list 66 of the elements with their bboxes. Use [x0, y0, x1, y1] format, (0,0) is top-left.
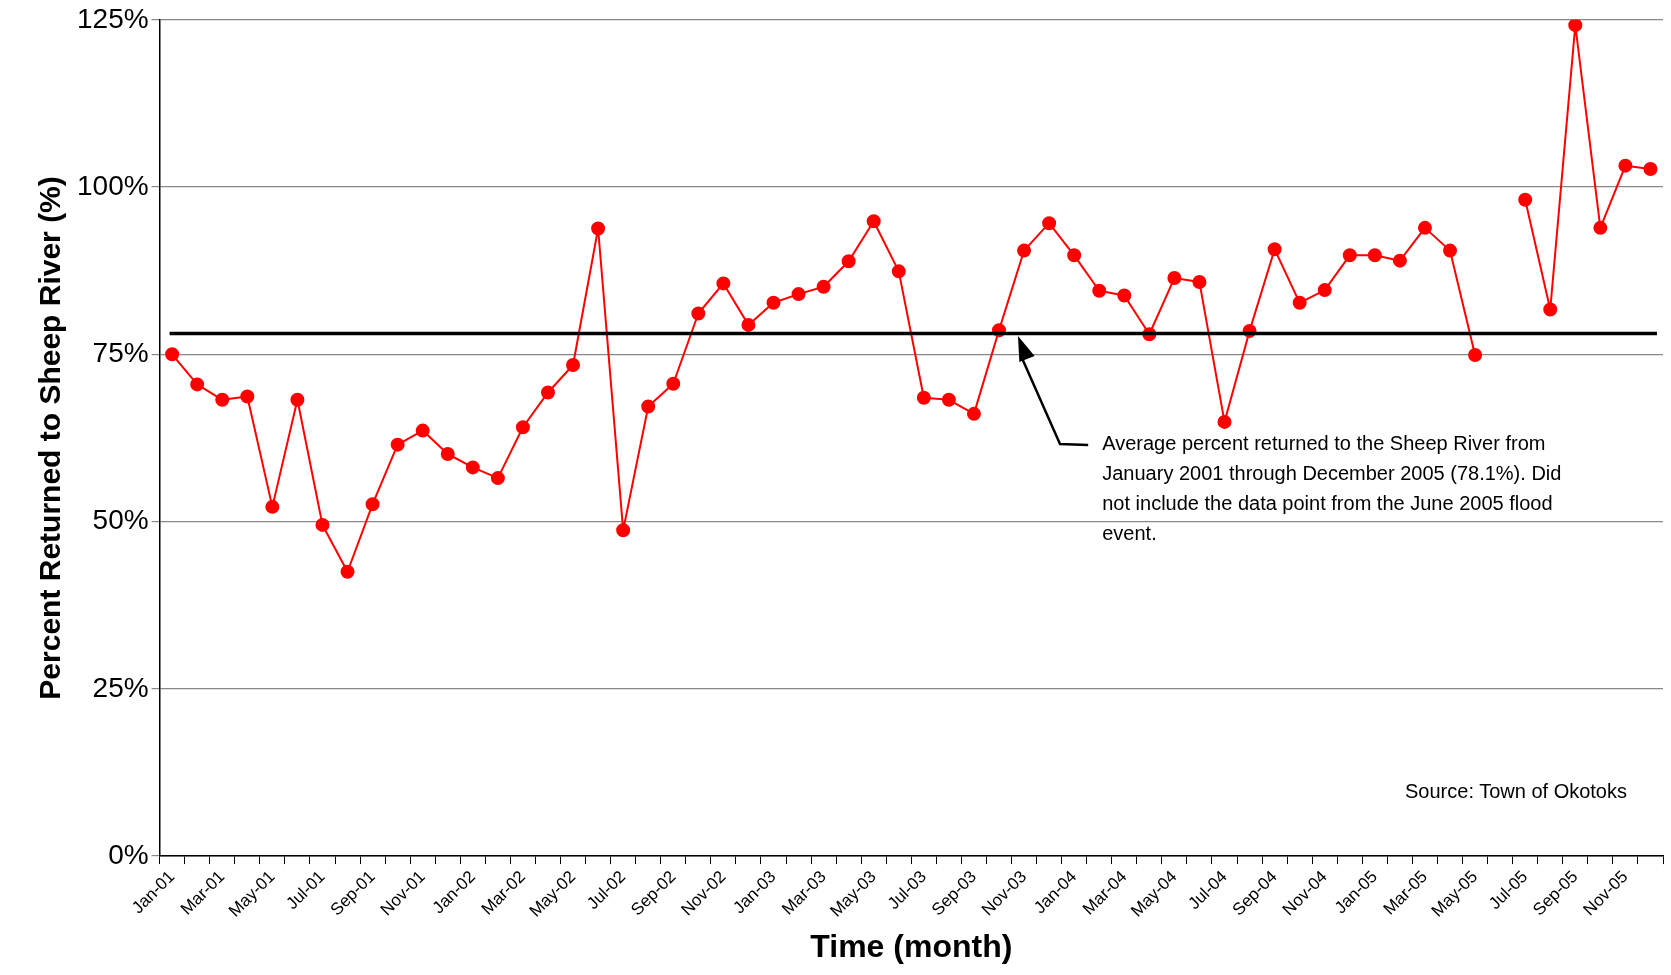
- point: [591, 221, 606, 236]
- y-tick-label: 0%: [108, 838, 149, 870]
- point: [1117, 288, 1132, 303]
- point: [1392, 253, 1407, 268]
- point: [1568, 19, 1583, 33]
- point: [691, 306, 706, 321]
- point: [1092, 283, 1107, 298]
- point: [190, 377, 205, 392]
- point: [616, 523, 631, 538]
- point: [1468, 347, 1483, 362]
- y-tick-label: 100%: [76, 169, 149, 201]
- point: [716, 276, 731, 291]
- annotation: Average percent returned to the Sheep River from January 2001 through December 2005 (78.1%). Did not include the data point from the June 2005 flood event.: [1102, 432, 1562, 545]
- y-tick-label: 75%: [92, 337, 149, 369]
- point: [1317, 283, 1332, 298]
- point: [465, 460, 480, 475]
- point: [1543, 302, 1558, 317]
- point: [1417, 220, 1432, 235]
- point: [566, 358, 581, 373]
- point: [1618, 158, 1633, 173]
- point: [265, 499, 280, 514]
- point: [1443, 243, 1458, 258]
- point: [1067, 248, 1082, 263]
- point: [1593, 220, 1608, 235]
- point: [816, 279, 831, 294]
- point: [666, 376, 681, 391]
- y-axis-title: Percent Returned to Sheep River (%): [33, 176, 67, 700]
- point: [490, 471, 505, 486]
- point: [540, 385, 555, 400]
- point: [641, 399, 656, 414]
- point: [766, 295, 781, 310]
- point: [415, 423, 430, 438]
- point: [515, 420, 530, 435]
- point: [966, 406, 981, 421]
- point: [1192, 275, 1207, 290]
- point: [440, 447, 455, 461]
- point: [315, 517, 330, 532]
- point: [891, 264, 906, 279]
- point: [1167, 271, 1182, 286]
- point: [390, 437, 405, 452]
- point: [1267, 242, 1282, 257]
- point: [741, 317, 756, 332]
- point: [165, 347, 180, 362]
- point: [365, 497, 380, 512]
- point: [791, 287, 806, 302]
- point: [1292, 295, 1307, 310]
- point: [215, 392, 230, 407]
- point: [1367, 248, 1382, 263]
- point: [841, 254, 856, 269]
- point: [1518, 192, 1533, 207]
- point: [1042, 216, 1057, 231]
- y-tick-label: 50%: [92, 504, 149, 536]
- y-tick-label: 25%: [92, 671, 149, 703]
- annotation: Source: Town of Okotoks: [1405, 780, 1627, 803]
- point: [1342, 248, 1357, 263]
- point: [290, 392, 305, 407]
- point: [340, 564, 355, 579]
- point: [941, 392, 956, 407]
- point: [1217, 414, 1232, 429]
- point: [1643, 161, 1658, 176]
- point: [866, 214, 881, 229]
- point: [916, 390, 931, 405]
- point: [1017, 243, 1032, 258]
- point: [240, 389, 255, 404]
- x-axis-title: Time (month): [810, 927, 1013, 964]
- y-tick-label: 125%: [76, 2, 149, 34]
